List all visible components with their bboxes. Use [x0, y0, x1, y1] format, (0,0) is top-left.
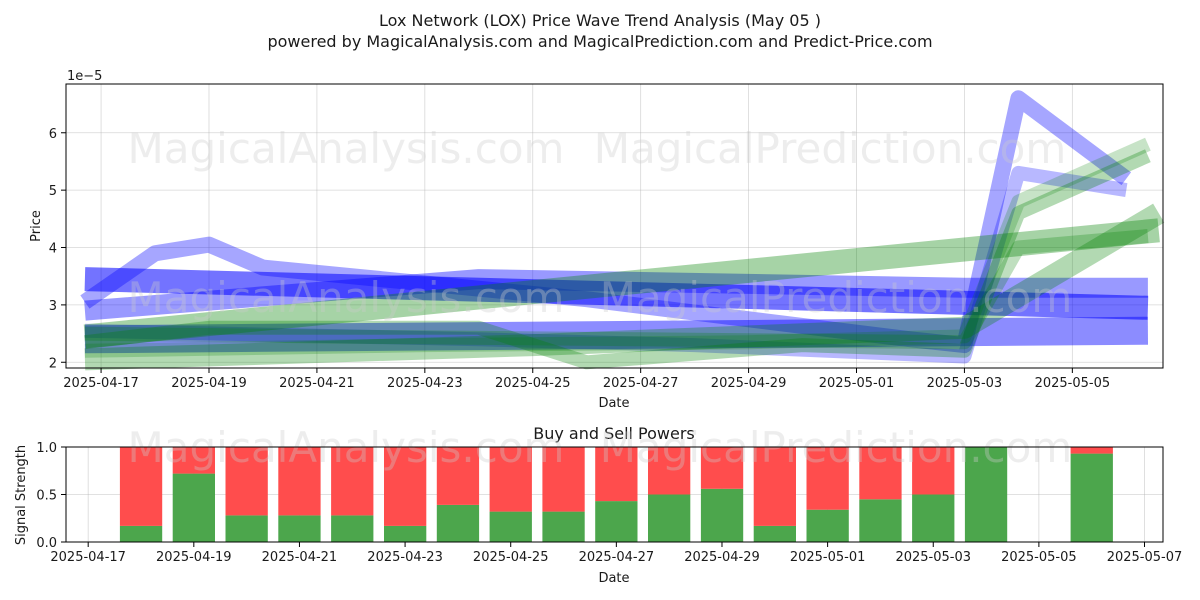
sell-bar: [542, 447, 585, 512]
buy-bar: [648, 494, 691, 542]
signal-y-tick-label: 1.0: [36, 441, 57, 456]
signal-axis-ticks: 2025-04-17 2025-04-19 2025-04-21 2025-04-23…: [36, 441, 1182, 565]
buy-bar: [542, 511, 585, 542]
signal-x-tick-label: 2025-05-01: [790, 550, 866, 565]
sell-bar: [1070, 447, 1113, 454]
price-plot-frame: [65, 83, 1164, 369]
watermark-right-mid: MagicalPrediction.com: [600, 273, 1073, 322]
blue-wave-2-line: [84, 165, 1128, 364]
signal-x-tick-label: 2025-05-07: [1107, 550, 1183, 565]
sell-bar: [331, 447, 374, 516]
price-x-tick-label: 2025-04-29: [711, 376, 787, 391]
price-x-tick-label: 2025-05-05: [1035, 376, 1111, 391]
signal-x-tick-label: 2025-04-23: [367, 550, 443, 565]
chart-title: Lox Network (LOX) Price Wave Trend Analy…: [379, 11, 821, 30]
price-plot-area: [66, 84, 1163, 368]
signal-panel: Buy and Sell Powers MagicalAnalysis.com …: [14, 423, 1182, 586]
watermark-left: MagicalAnalysis.com: [128, 124, 565, 173]
watermark-left-mid: MagicalAnalysis.com: [128, 273, 565, 322]
buy-bar: [331, 515, 374, 542]
sell-bar: [119, 447, 163, 526]
signal-x-tick-label: 2025-04-27: [579, 550, 655, 565]
green-band-2-line: [84, 203, 1165, 371]
sell-bar: [595, 447, 638, 502]
buy-bar: [859, 499, 902, 543]
sell-bar: [912, 447, 955, 495]
buy-bar: [278, 515, 321, 542]
buy-bar: [806, 509, 849, 542]
green-wave-2-line: [84, 229, 1149, 350]
green-wave-3-line: [84, 137, 1151, 358]
price-x-tick-label: 2025-04-21: [279, 376, 355, 391]
signal-title: Buy and Sell Powers: [533, 424, 695, 443]
buy-bar: [700, 488, 744, 542]
buy-bar: [119, 525, 163, 542]
blue-band-3-line: [84, 269, 1148, 321]
chart-subtitle: powered by MagicalAnalysis.com and Magic…: [267, 32, 932, 51]
price-x-tick-label: 2025-04-27: [603, 376, 679, 391]
price-x-tick-label: 2025-05-01: [819, 376, 895, 391]
sell-bar: [225, 447, 268, 516]
green-band-1-line: [83, 218, 1160, 349]
signal-y-tick-label: 0.5: [36, 489, 57, 504]
buy-bar: [489, 511, 532, 542]
price-x-tick-label: 2025-04-19: [171, 376, 247, 391]
blue-band-1-line: [84, 267, 1149, 320]
sell-bar: [806, 447, 849, 510]
price-x-tick-label: 2025-05-03: [927, 376, 1003, 391]
sell-bar: [172, 447, 215, 474]
signal-x-tick-label: 2025-04-25: [473, 550, 549, 565]
signal-x-tick-label: 2025-05-05: [1001, 550, 1077, 565]
signal-x-tick-label: 2025-04-17: [50, 550, 126, 565]
signal-x-tick-label: 2025-04-19: [156, 550, 232, 565]
price-y-label: Price: [29, 210, 44, 242]
buy-bar: [753, 525, 796, 542]
buy-bar: [225, 515, 268, 542]
signal-x-label: Date: [598, 571, 629, 586]
sell-bar: [648, 447, 691, 495]
blue-wave-1-line: [80, 90, 1132, 354]
buy-bar: [172, 473, 215, 542]
buy-bar: [436, 504, 480, 542]
sell-bar: [278, 447, 321, 516]
price-axis-ticks: 2025-04-17 2025-04-19 2025-04-21 2025-04-23…: [49, 127, 1110, 391]
price-y-tick-label: 6: [49, 127, 57, 142]
signal-x-tick-label: 2025-04-21: [262, 550, 338, 565]
price-y-tick-label: 2: [49, 356, 57, 371]
sell-bar: [859, 447, 902, 500]
sell-bar: [436, 447, 480, 505]
sell-bar: [753, 447, 796, 526]
price-x-tick-label: 2025-04-17: [63, 376, 139, 391]
signal-x-tick-label: 2025-05-03: [895, 550, 971, 565]
signal-y-tick-label: 0.0: [36, 536, 57, 551]
price-x-label: Date: [598, 396, 629, 411]
buy-bar: [964, 447, 1008, 542]
price-y-tick-label: 5: [49, 184, 57, 199]
signal-x-tick-label: 2025-04-29: [684, 550, 760, 565]
buy-bar: [384, 525, 427, 542]
buy-bar: [595, 501, 638, 542]
blue-band-2-line: [84, 316, 1149, 354]
buy-bar: [912, 494, 955, 542]
signal-bars: [119, 447, 1113, 543]
price-panel: MagicalAnalysis.com MagicalPrediction.co…: [29, 69, 1165, 411]
price-x-tick-label: 2025-04-23: [387, 376, 463, 391]
sell-bar: [489, 447, 532, 512]
price-y-tick-label: 3: [49, 299, 57, 314]
signal-y-label: Signal Strength: [14, 445, 29, 545]
price-series: [80, 90, 1165, 371]
price-y-tick-label: 4: [49, 242, 57, 257]
sell-bar: [700, 447, 744, 489]
price-x-tick-label: 2025-04-25: [495, 376, 571, 391]
price-grid: [66, 84, 1163, 368]
watermark-right: MagicalPrediction.com: [594, 124, 1067, 173]
sell-bar: [384, 447, 427, 526]
price-scale-label: 1e−5: [67, 69, 102, 84]
green-wave-1-line: [84, 149, 1151, 370]
buy-bar: [1070, 453, 1113, 542]
